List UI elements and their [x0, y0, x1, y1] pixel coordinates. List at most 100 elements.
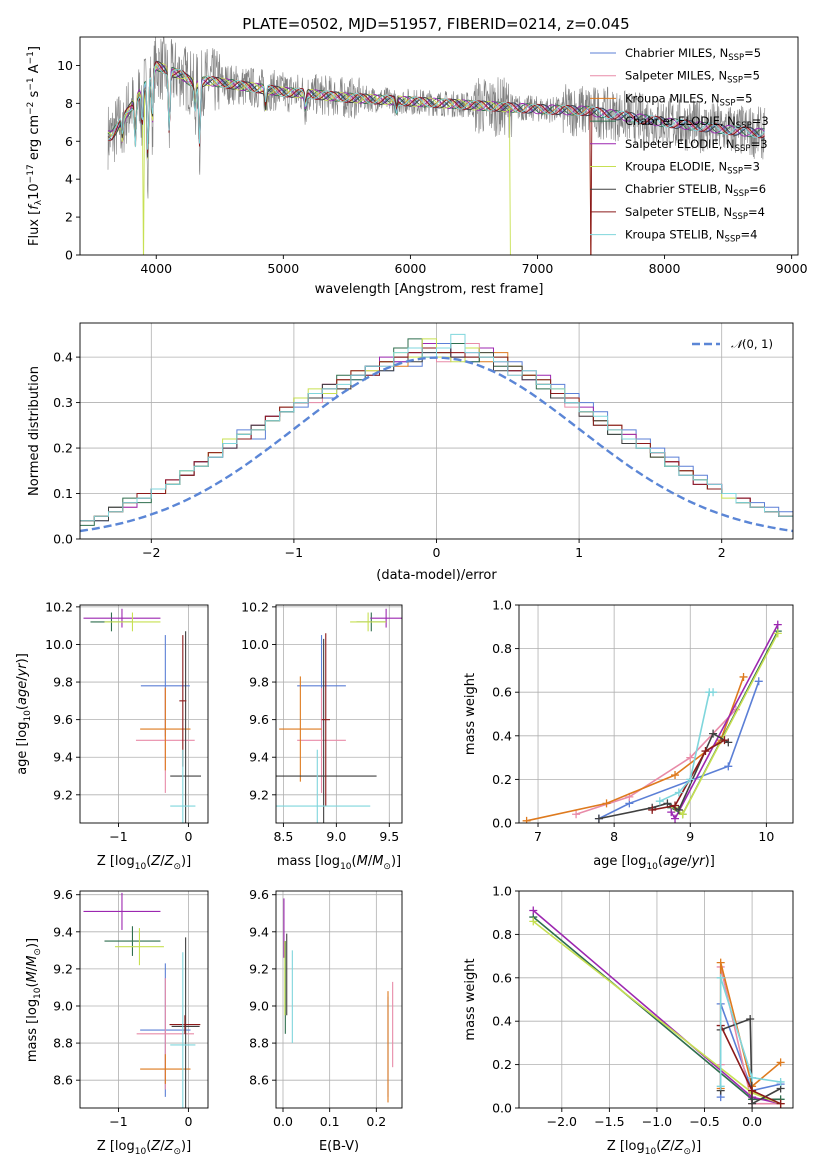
data-point: [686, 775, 695, 784]
x-tick-label: 0.0: [273, 1114, 293, 1129]
model-spectrum-kroupa-elodie: [107, 63, 511, 255]
axes-frame: [79, 604, 209, 824]
plot-area: [519, 605, 793, 823]
errorbar-kroupa-stelib: [170, 749, 196, 823]
y-tick-label: 0.8: [492, 927, 512, 942]
series-line: [719, 977, 781, 1087]
errorbar-salpeter-elodie: [83, 892, 161, 930]
y-axis-label: mass [log10(M/M⊙)]: [25, 938, 43, 1062]
legend-label: Chabrier ELODIE, NSSP=3: [625, 114, 769, 131]
figure-title: PLATE=0502, MJD=51957, FIBERID=0214, z=0…: [242, 15, 629, 33]
x-tick-label: 5000: [267, 261, 299, 276]
x-tick-label: −1.0: [642, 1114, 672, 1129]
legend-label: Salpeter STELIB, NSSP=4: [625, 205, 765, 222]
data-point: [754, 677, 763, 686]
histogram-kroupa-elodie: [80, 338, 793, 526]
series-chabrier-stelib: [594, 729, 733, 823]
legend-label: Kroupa ELODIE, NSSP=3: [625, 160, 760, 177]
axes-frame: [518, 604, 794, 824]
y-tick-label: 9.4: [53, 750, 73, 765]
x-tick-label: 0: [184, 829, 192, 844]
errorbar-salpeter-elodie: [370, 608, 402, 628]
data-point: [773, 629, 782, 638]
y-tick-label: 9.0: [249, 998, 269, 1013]
histogram-chabrier-miles: [80, 343, 793, 531]
errorbar-kroupa-miles: [140, 687, 191, 771]
x-tick-label: −0.5: [689, 1114, 719, 1129]
data-point: [648, 805, 657, 814]
plot-area: [80, 605, 208, 823]
errorbar-chabrier-elodie: [104, 926, 161, 956]
x-tick-label: 10: [758, 829, 774, 844]
x-axis-label: (data-model)/error: [376, 568, 497, 583]
y-tick-label: 8.6: [249, 1073, 269, 1088]
legend-label: Kroupa STELIB, NSSP=4: [625, 228, 757, 245]
x-tick-label: −1: [109, 1114, 127, 1129]
y-tick-label: 10.0: [241, 637, 269, 652]
y-tick-label: 8.6: [53, 1073, 73, 1088]
plot-area: [107, 37, 766, 255]
data-point: [674, 805, 683, 814]
errorbar-kroupa-elodie: [350, 612, 387, 632]
data-point: [709, 729, 718, 738]
y-axis-label: mass weight: [463, 673, 478, 755]
x-tick-label: −1.5: [594, 1114, 624, 1129]
panel-age_vs_mass: 8.5 9.0 9.5 9.2 9.4 9.6 9.8 10.0 10.2 mass [log10…: [241, 599, 403, 872]
histogram-kroupa-stelib: [80, 333, 793, 531]
x-tick-label: 9000: [776, 261, 808, 276]
data-point: [776, 1058, 785, 1067]
y-tick-label: 0.4: [492, 1014, 512, 1029]
x-tick-label: −1: [285, 545, 303, 560]
series-line: [598, 732, 729, 820]
data-point: [716, 1082, 725, 1091]
y-tick-label: 9.6: [249, 887, 269, 902]
y-tick-label: 10.2: [241, 599, 269, 614]
y-axis-label: Flux [fλ10−17 erg cm−2 s−1 A−1]: [26, 46, 44, 246]
y-tick-label: 2: [65, 210, 73, 225]
histogram-chabrier-elodie: [80, 338, 793, 531]
y-axis-label: Normed distribution: [27, 366, 42, 496]
errorbar-salpeter-stelib: [169, 1015, 201, 1034]
x-axis-label: mass [log10(M/M⊙)]: [277, 854, 401, 872]
data-point: [671, 801, 680, 810]
y-tick-label: 1.0: [492, 884, 512, 899]
data-point: [671, 814, 680, 823]
data-point: [739, 672, 748, 681]
y-tick-label: 9.4: [249, 924, 269, 939]
y-axis-label: mass weight: [463, 958, 478, 1040]
y-tick-label: 9.6: [249, 712, 269, 727]
normal-curve: [80, 356, 793, 533]
legend-normal-label: 𝒩(0, 1): [731, 337, 773, 351]
data-point: [529, 917, 538, 926]
y-tick-label: 9.4: [249, 750, 269, 765]
errorbar-kroupa-elodie: [114, 928, 164, 966]
y-tick-label: 0: [65, 248, 73, 263]
y-tick-label: 9.6: [53, 712, 73, 727]
y-tick-label: 0.8: [492, 641, 512, 656]
series-chabrier-stelib: [716, 1015, 785, 1108]
errorbar-chabrier-stelib: [171, 937, 200, 1108]
data-point: [746, 1015, 755, 1024]
y-tick-label: 0.1: [53, 486, 73, 501]
errorbar-salpeter-stelib: [321, 633, 330, 807]
data-point: [776, 1077, 785, 1086]
y-tick-label: 9.8: [53, 675, 73, 690]
x-tick-label: −2: [142, 545, 160, 560]
panel-spectrum: 4000 5000 6000 7000 8000 9000 0 2 4 6 8 10 Chabrier …: [26, 36, 808, 297]
data-point: [701, 747, 710, 756]
spectrum-legend: Chabrier MILES, NSSP=5 Salpeter MILES, NS…: [590, 46, 769, 245]
histogram-kroupa-miles: [80, 347, 793, 526]
y-tick-label: 9.0: [53, 998, 73, 1013]
errorbar-kroupa-stelib: [170, 952, 196, 1108]
x-axis-label: wavelength [Angstrom, rest frame]: [315, 282, 544, 297]
errorbar-kroupa-stelib: [276, 749, 371, 823]
histogram-salpeter-elodie: [80, 343, 793, 526]
y-tick-label: 4: [65, 172, 73, 187]
y-tick-label: 0.0: [492, 816, 512, 831]
plot-area: [80, 891, 208, 1108]
series-line: [598, 681, 760, 820]
y-tick-label: 8.8: [249, 1036, 269, 1051]
plot-area: [519, 891, 793, 1108]
series-kroupa-stelib: [716, 973, 785, 1091]
x-axis-label: age [log10(age/yr)]: [593, 854, 715, 872]
